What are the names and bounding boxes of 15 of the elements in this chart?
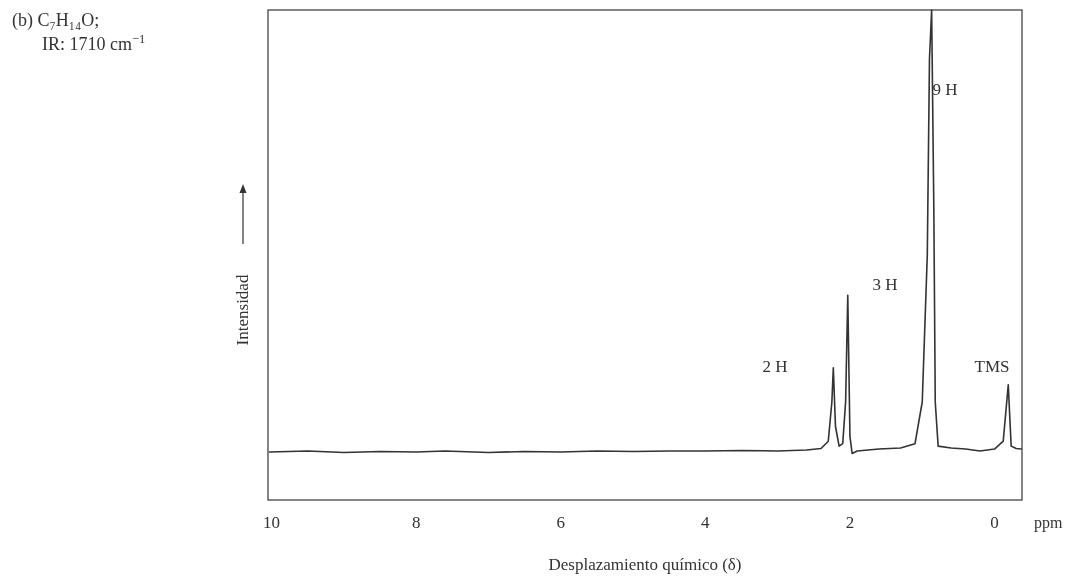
x-axis-title: Desplazamiento químico (δ) bbox=[548, 555, 742, 574]
annotation: TMS bbox=[974, 357, 1010, 376]
text: IR: 1710 cm$^{−1}$ bbox=[42, 32, 146, 54]
x-tick-label: 0 bbox=[990, 513, 999, 532]
annotation: 3 H bbox=[872, 275, 898, 294]
text: ppm bbox=[1034, 514, 1063, 532]
x-tick-label: 4 bbox=[701, 513, 711, 532]
x-tick-label: 10 bbox=[263, 513, 281, 532]
annotation: 9 H bbox=[932, 80, 958, 99]
x-tick-label: 6 bbox=[556, 513, 566, 532]
y-axis-title: Intensidad bbox=[233, 274, 252, 346]
annotation: 2 H bbox=[762, 357, 788, 376]
x-tick-label: 2 bbox=[845, 513, 855, 532]
x-tick-label: 8 bbox=[411, 513, 421, 532]
text: (b) C₇H₁₄O; bbox=[12, 10, 100, 31]
